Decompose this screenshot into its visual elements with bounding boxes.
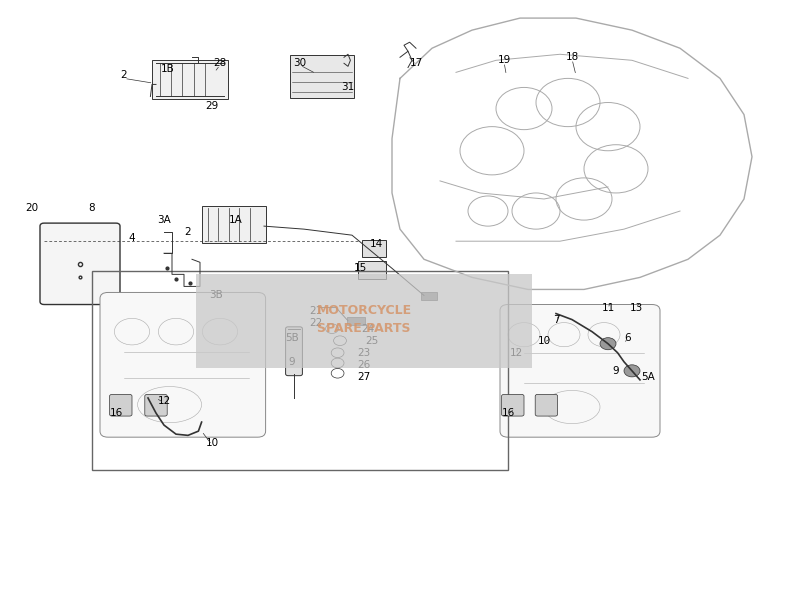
Circle shape bbox=[600, 338, 616, 350]
Text: 1B: 1B bbox=[161, 65, 175, 74]
Text: 12: 12 bbox=[510, 348, 522, 358]
FancyBboxPatch shape bbox=[196, 274, 532, 368]
Text: 15: 15 bbox=[354, 264, 366, 273]
FancyBboxPatch shape bbox=[202, 206, 266, 243]
FancyBboxPatch shape bbox=[290, 55, 354, 98]
FancyBboxPatch shape bbox=[421, 292, 437, 300]
Circle shape bbox=[624, 365, 640, 377]
FancyBboxPatch shape bbox=[100, 292, 266, 437]
Text: 30: 30 bbox=[294, 58, 306, 68]
FancyBboxPatch shape bbox=[502, 394, 524, 416]
Text: 24: 24 bbox=[362, 324, 374, 333]
Text: 28: 28 bbox=[214, 58, 226, 68]
Text: 13: 13 bbox=[630, 303, 642, 312]
Text: 2: 2 bbox=[185, 227, 191, 237]
Text: 19: 19 bbox=[498, 55, 510, 65]
FancyBboxPatch shape bbox=[535, 394, 558, 416]
Text: 21: 21 bbox=[310, 306, 322, 315]
Text: 22: 22 bbox=[310, 318, 322, 327]
Text: 4: 4 bbox=[129, 233, 135, 243]
Text: 5B: 5B bbox=[285, 333, 299, 343]
FancyBboxPatch shape bbox=[358, 261, 386, 279]
Text: MOTORCYCLE: MOTORCYCLE bbox=[317, 304, 411, 317]
Text: 12: 12 bbox=[158, 396, 170, 406]
FancyBboxPatch shape bbox=[347, 317, 365, 325]
Text: 11: 11 bbox=[602, 303, 614, 312]
FancyBboxPatch shape bbox=[362, 240, 386, 257]
Text: 3B: 3B bbox=[209, 291, 223, 300]
Text: 31: 31 bbox=[342, 83, 354, 92]
Text: 6: 6 bbox=[625, 333, 631, 343]
FancyBboxPatch shape bbox=[40, 223, 120, 305]
Text: 17: 17 bbox=[410, 58, 422, 68]
Text: 27: 27 bbox=[358, 372, 370, 382]
Text: 16: 16 bbox=[502, 408, 514, 418]
FancyBboxPatch shape bbox=[152, 60, 228, 99]
Text: 10: 10 bbox=[538, 336, 550, 346]
FancyBboxPatch shape bbox=[145, 394, 167, 416]
Text: 7: 7 bbox=[553, 315, 559, 324]
Text: 2: 2 bbox=[121, 71, 127, 80]
Text: SPARE PARTS: SPARE PARTS bbox=[318, 322, 410, 335]
Text: 18: 18 bbox=[566, 52, 578, 62]
Text: 5A: 5A bbox=[641, 372, 655, 382]
FancyBboxPatch shape bbox=[110, 394, 132, 416]
Text: 10: 10 bbox=[206, 438, 218, 448]
Text: 20: 20 bbox=[26, 203, 38, 213]
Text: 3A: 3A bbox=[157, 215, 171, 225]
Text: 29: 29 bbox=[206, 101, 218, 110]
Text: 25: 25 bbox=[366, 336, 378, 346]
Text: 14: 14 bbox=[370, 239, 382, 249]
Text: 9: 9 bbox=[613, 366, 619, 376]
Text: 1A: 1A bbox=[229, 215, 243, 225]
FancyBboxPatch shape bbox=[500, 305, 660, 437]
Text: 26: 26 bbox=[358, 360, 370, 370]
Text: 23: 23 bbox=[358, 348, 370, 358]
Text: 8: 8 bbox=[89, 203, 95, 213]
Text: 16: 16 bbox=[110, 408, 122, 418]
FancyBboxPatch shape bbox=[286, 327, 302, 376]
Text: 9: 9 bbox=[289, 357, 295, 367]
